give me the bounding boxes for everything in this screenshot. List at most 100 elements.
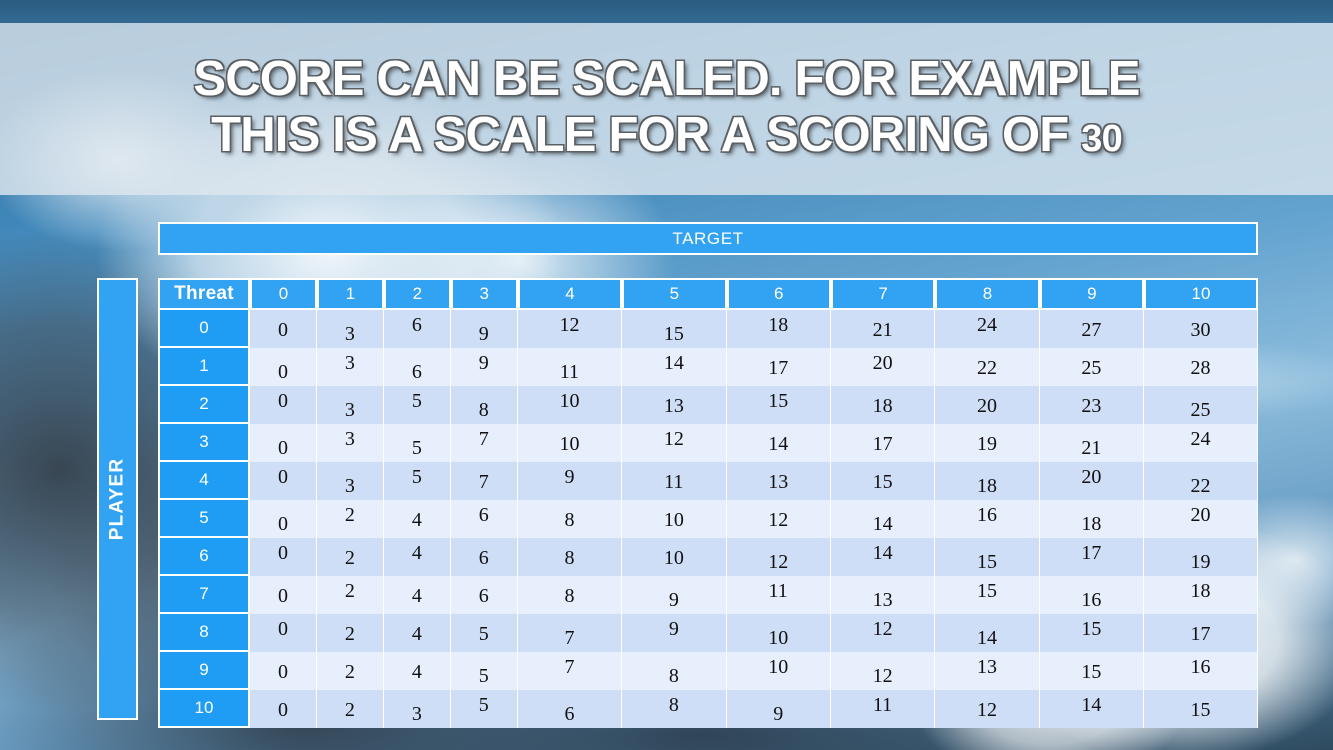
column-header-1[interactable]: 1 bbox=[316, 278, 384, 310]
score-cell-p7-t6: 11 bbox=[726, 576, 831, 614]
score-cell-p5-t8: 16 bbox=[935, 500, 1040, 538]
score-cell-p0-t4: 12 bbox=[517, 310, 623, 348]
score-value: 17 bbox=[768, 356, 789, 379]
table-row: 0 0 3 6 9 12 15 18 21 24 27 30 bbox=[158, 310, 1258, 348]
column-header-4[interactable]: 4 bbox=[517, 278, 623, 310]
row-header-5[interactable]: 5 bbox=[158, 500, 250, 538]
score-cell-p3-t6: 14 bbox=[726, 424, 831, 462]
row-header-6[interactable]: 6 bbox=[158, 538, 250, 576]
column-header-0[interactable]: 0 bbox=[250, 278, 317, 310]
score-cell-p10-t4: 6 bbox=[517, 690, 623, 728]
score-value: 22 bbox=[976, 356, 997, 379]
score-cell-p8-t9: 15 bbox=[1039, 614, 1144, 652]
table-row: 6 0 2 4 6 8 10 12 14 15 17 19 bbox=[158, 538, 1258, 576]
score-value: 3 bbox=[344, 322, 355, 345]
column-header-7[interactable]: 7 bbox=[830, 278, 936, 310]
score-cell-p2-t5: 13 bbox=[622, 386, 727, 424]
score-value: 3 bbox=[344, 474, 355, 497]
column-header-2[interactable]: 2 bbox=[383, 278, 451, 310]
score-value: 15 bbox=[976, 579, 997, 602]
score-cell-p7-t9: 16 bbox=[1039, 576, 1144, 614]
row-header-4[interactable]: 4 bbox=[158, 462, 250, 500]
row-header-1[interactable]: 1 bbox=[158, 348, 250, 386]
score-cell-p2-t2: 5 bbox=[383, 386, 451, 424]
score-cell-p3-t2: 5 bbox=[383, 424, 451, 462]
score-value: 24 bbox=[1190, 427, 1211, 450]
score-cell-p8-t2: 4 bbox=[383, 614, 451, 652]
score-cell-p7-t1: 2 bbox=[316, 576, 384, 614]
row-header-10[interactable]: 10 bbox=[158, 690, 250, 728]
score-value: 16 bbox=[1081, 588, 1102, 611]
score-cell-p5-t6: 12 bbox=[726, 500, 831, 538]
score-value: 6 bbox=[478, 584, 489, 607]
score-value: 0 bbox=[277, 318, 288, 341]
score-cell-p8-t4: 7 bbox=[517, 614, 623, 652]
column-header-9[interactable]: 9 bbox=[1039, 278, 1144, 310]
title-band: SCORE CAN BE SCALED. FOR EXAMPLE THIS IS … bbox=[0, 23, 1333, 195]
column-header-5[interactable]: 5 bbox=[622, 278, 727, 310]
score-cell-p5-t9: 18 bbox=[1039, 500, 1144, 538]
score-cell-p6-t2: 4 bbox=[383, 538, 451, 576]
score-cell-p5-t10: 20 bbox=[1144, 500, 1258, 538]
column-header-10[interactable]: 10 bbox=[1144, 278, 1258, 310]
score-cell-p9-t8: 13 bbox=[935, 652, 1040, 690]
score-value: 8 bbox=[668, 664, 679, 687]
score-value: 3 bbox=[344, 427, 355, 450]
column-header-8[interactable]: 8 bbox=[935, 278, 1040, 310]
score-value: 13 bbox=[976, 655, 997, 678]
row-header-2[interactable]: 2 bbox=[158, 386, 250, 424]
table-row: 3 0 3 5 7 10 12 14 17 19 21 24 bbox=[158, 424, 1258, 462]
row-header-7[interactable]: 7 bbox=[158, 576, 250, 614]
row-header-0[interactable]: 0 bbox=[158, 310, 250, 348]
score-value: 2 bbox=[344, 660, 355, 683]
score-value: 12 bbox=[559, 313, 580, 336]
row-header-8[interactable]: 8 bbox=[158, 614, 250, 652]
score-value: 9 bbox=[564, 465, 575, 488]
score-cell-p4-t10: 22 bbox=[1144, 462, 1258, 500]
score-value: 14 bbox=[1081, 693, 1102, 716]
score-value: 12 bbox=[768, 508, 789, 531]
score-cell-p10-t10: 15 bbox=[1144, 690, 1258, 728]
target-axis-label: TARGET bbox=[672, 228, 744, 248]
score-value: 20 bbox=[872, 351, 893, 374]
score-value: 6 bbox=[411, 360, 422, 383]
score-value: 2 bbox=[344, 579, 355, 602]
score-cell-p9-t1: 2 bbox=[316, 652, 384, 690]
score-value: 0 bbox=[277, 660, 288, 683]
score-value: 10 bbox=[663, 546, 684, 569]
score-value: 15 bbox=[663, 322, 684, 345]
score-cell-p6-t5: 10 bbox=[622, 538, 727, 576]
row-header-3[interactable]: 3 bbox=[158, 424, 250, 462]
score-cell-p2-t8: 20 bbox=[935, 386, 1040, 424]
row-header-9[interactable]: 9 bbox=[158, 652, 250, 690]
score-cell-p2-t0: 0 bbox=[250, 386, 317, 424]
score-value: 9 bbox=[478, 322, 489, 345]
score-cell-p6-t0: 0 bbox=[250, 538, 317, 576]
score-value: 22 bbox=[1190, 474, 1211, 497]
score-value: 12 bbox=[872, 664, 893, 687]
score-value: 8 bbox=[478, 398, 489, 421]
score-value: 18 bbox=[976, 474, 997, 497]
score-cell-p2-t6: 15 bbox=[726, 386, 831, 424]
score-value: 16 bbox=[976, 503, 997, 526]
score-cell-p1-t3: 9 bbox=[450, 348, 518, 386]
score-value: 11 bbox=[768, 579, 788, 602]
table-row: 5 0 2 4 6 8 10 12 14 16 18 20 bbox=[158, 500, 1258, 538]
score-value: 15 bbox=[1190, 698, 1211, 721]
score-value: 10 bbox=[559, 389, 580, 412]
score-cell-p7-t4: 8 bbox=[517, 576, 623, 614]
score-value: 11 bbox=[559, 360, 580, 383]
score-cell-p8-t8: 14 bbox=[935, 614, 1040, 652]
column-header-3[interactable]: 3 bbox=[450, 278, 518, 310]
score-value: 19 bbox=[976, 432, 997, 455]
score-cell-p0-t6: 18 bbox=[726, 310, 831, 348]
score-value: 10 bbox=[768, 626, 789, 649]
table-row: 8 0 2 4 5 7 9 10 12 14 15 17 bbox=[158, 614, 1258, 652]
column-header-6[interactable]: 6 bbox=[726, 278, 831, 310]
score-cell-p0-t7: 21 bbox=[830, 310, 936, 348]
score-value: 12 bbox=[976, 698, 997, 721]
score-value: 7 bbox=[478, 427, 489, 450]
score-cell-p9-t5: 8 bbox=[622, 652, 727, 690]
score-value: 30 bbox=[1190, 318, 1211, 341]
score-cell-p6-t1: 2 bbox=[316, 538, 384, 576]
